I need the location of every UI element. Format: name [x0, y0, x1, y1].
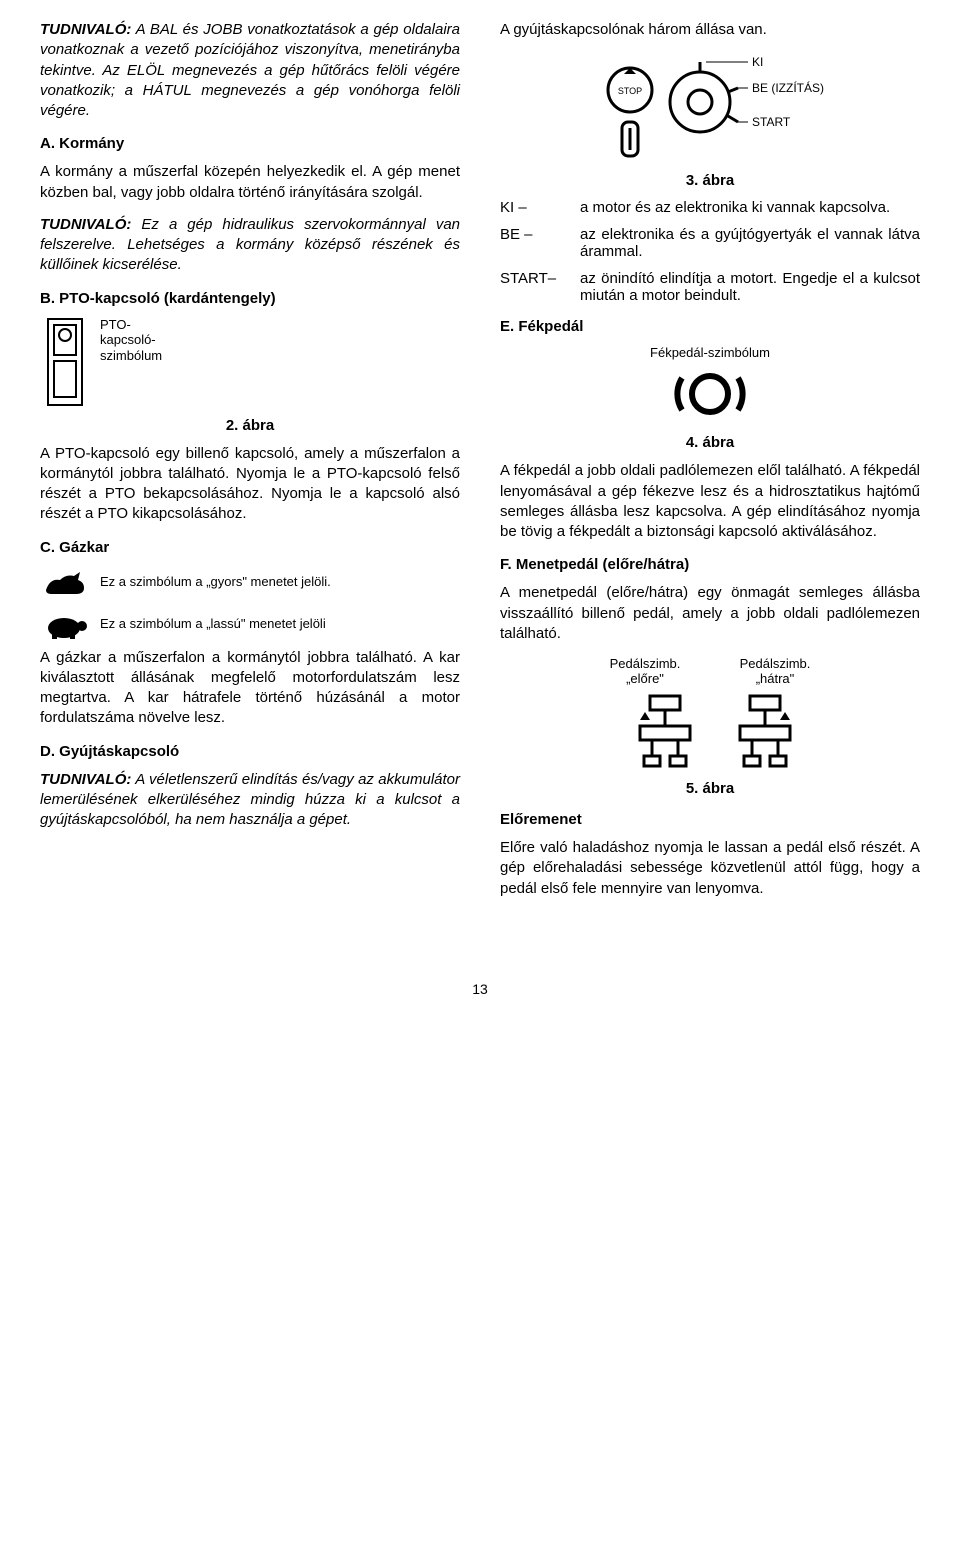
ign-be-label: BE (IZZÍTÁS) [752, 80, 824, 95]
fekpedal-symbol-label: Fékpedál-szimbólum [650, 345, 770, 360]
pedal-fwd-label: Pedálszimb. „előre" [600, 656, 690, 686]
heading-forward: Előremenet [500, 811, 920, 828]
pto-symbol-line-1: PTO- [100, 317, 162, 333]
forward-text: Előre való haladáshoz nyomja le lassan a… [500, 838, 920, 899]
page-number: 13 [0, 981, 960, 997]
kormany-text: A kormány a műszerfal közepén helyezkedi… [40, 162, 460, 203]
pto-switch-icon [40, 317, 90, 407]
def-start-text: az önindító elindítja a motort. Engedje … [580, 270, 920, 304]
def-be-text: az elektronika és a gyújtógyertyák el va… [580, 226, 920, 260]
fig5-caption: 5. ábra [500, 780, 920, 797]
pto-switch-figure: PTO- kapcsoló- szimbólum [40, 317, 460, 407]
pedal-back-label: Pedálszimb. „hátra" [730, 656, 820, 686]
fig2-caption: 2. ábra [40, 417, 460, 434]
kormany-note-label: TUDNIVALÓ: [40, 216, 131, 233]
heading-c: C. Gázkar [40, 539, 460, 556]
left-column: TUDNIVALÓ: A BAL és JOBB vonatkoztatások… [40, 20, 460, 911]
rabbit-icon [40, 566, 90, 598]
gazkar-fast-figure: Ez a szimbólum a „gyors" menetet jelöli. [40, 566, 460, 598]
pto-symbol-line-3: szimbólum [100, 348, 162, 364]
gyujtas-note: TUDNIVALÓ: A véletlenszerű elindítás és/… [40, 770, 460, 831]
def-ki-label: KI – [500, 199, 580, 216]
gyujtas-note-label: TUDNIVALÓ: [40, 771, 131, 788]
intro-note-label: TUDNIVALÓ: [40, 21, 131, 38]
heading-a: A. Kormány [40, 135, 460, 152]
heading-d: D. Gyújtáskapcsoló [40, 743, 460, 760]
ignition-icon: STOP KI BE (IZZÍTÁS) START [580, 52, 840, 162]
pedal-icons [600, 690, 820, 770]
fekpedal-text: A fékpedál a jobb oldali padlólemezen el… [500, 461, 920, 542]
fig4-caption: 4. ábra [500, 434, 920, 451]
pto-symbol-line-2: kapcsoló- [100, 332, 162, 348]
heading-f: F. Menetpedál (előre/hátra) [500, 556, 920, 573]
gazkar-slow-label: Ez a szimbólum a „lassú" menetet jelöli [100, 616, 326, 631]
fekpedal-figure: Fékpedál-szimbólum [500, 345, 920, 424]
pto-text: A PTO-kapcsoló egy billenő kapcsoló, ame… [40, 444, 460, 525]
menetpedal-text: A menetpedál (előre/hátra) egy önmagát s… [500, 583, 920, 644]
def-be-label: BE – [500, 226, 580, 260]
ignition-intro: A gyújtáskapcsolónak három állása van. [500, 20, 920, 40]
ign-ki-label: KI [752, 55, 763, 69]
def-ki-text: a motor és az elektronika ki vannak kapc… [580, 199, 920, 216]
menetpedal-figure: Pedálszimb. „előre" Pedálszimb. „hátra" [500, 656, 920, 770]
gazkar-fast-label: Ez a szimbólum a „gyors" menetet jelöli. [100, 574, 331, 589]
def-ki: KI – a motor és az elektronika ki vannak… [500, 199, 920, 216]
intro-note: TUDNIVALÓ: A BAL és JOBB vonatkoztatások… [40, 20, 460, 121]
fig3-caption: 3. ábra [500, 172, 920, 189]
def-be: BE – az elektronika és a gyújtógyertyák … [500, 226, 920, 260]
brake-pedal-icon [670, 364, 750, 424]
right-column: A gyújtáskapcsolónak három állása van. S… [500, 20, 920, 911]
def-start: START– az önindító elindítja a motort. E… [500, 270, 920, 304]
kormany-note: TUDNIVALÓ: Ez a gép hidraulikus szervoko… [40, 215, 460, 276]
gazkar-text: A gázkar a műszerfalon a kormánytól jobb… [40, 648, 460, 729]
stop-text: STOP [618, 86, 642, 96]
heading-e: E. Fékpedál [500, 318, 920, 335]
heading-b: B. PTO-kapcsoló (kardántengely) [40, 290, 460, 307]
ignition-figure: STOP KI BE (IZZÍTÁS) START [500, 52, 920, 162]
turtle-icon [40, 608, 90, 640]
def-start-label: START– [500, 270, 580, 304]
gazkar-slow-figure: Ez a szimbólum a „lassú" menetet jelöli [40, 608, 460, 640]
ign-start-label: START [752, 115, 791, 129]
